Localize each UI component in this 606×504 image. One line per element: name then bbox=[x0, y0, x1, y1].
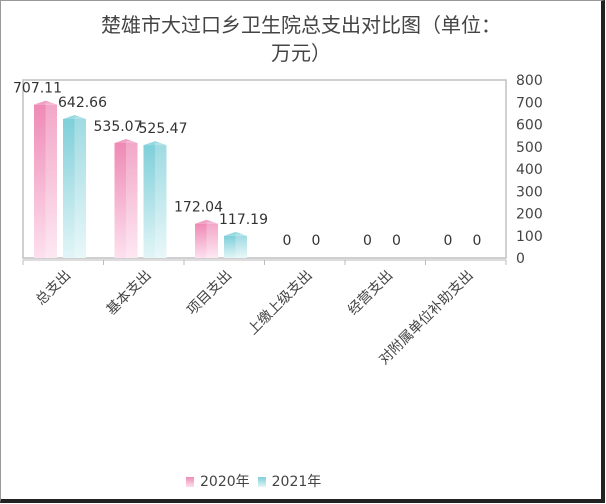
bar-side bbox=[155, 143, 167, 258]
x-tick-label: 总支出 bbox=[33, 268, 74, 309]
data-label: 0 bbox=[363, 233, 372, 249]
bar-cap bbox=[63, 115, 86, 120]
bar-side bbox=[74, 117, 86, 258]
title-line-1: 楚雄市大过口乡卫生院总支出对比图（单位： bbox=[101, 13, 501, 37]
legend-label-2020: 2020年 bbox=[200, 474, 250, 490]
y-tick-label: 500 bbox=[516, 140, 543, 156]
data-label: 172.04 bbox=[174, 200, 223, 216]
bar-2021 bbox=[224, 235, 247, 258]
data-label: 642.66 bbox=[58, 95, 107, 111]
bar-side bbox=[126, 140, 138, 258]
chart-title: 楚雄市大过口乡卫生院总支出对比图（单位： 万元） bbox=[1, 11, 601, 67]
data-label: 0 bbox=[312, 233, 321, 249]
bar-2021 bbox=[143, 145, 167, 258]
legend-swatch-2021 bbox=[257, 477, 266, 487]
bar-cap bbox=[195, 219, 218, 224]
x-tick-label: 上缴上级支出 bbox=[245, 268, 316, 339]
data-label: 0 bbox=[283, 233, 292, 249]
data-label: 0 bbox=[392, 233, 401, 249]
bar-cap bbox=[34, 100, 57, 105]
y-tick-label: 0 bbox=[516, 251, 525, 267]
x-tick-label: 项目支出 bbox=[184, 268, 235, 319]
y-tick-label: 300 bbox=[516, 184, 543, 200]
legend-item-2021: 2021年 bbox=[257, 471, 322, 491]
legend: 2020年 2021年 bbox=[186, 471, 321, 491]
x-tick-label: 基本支出 bbox=[103, 267, 155, 319]
bar-side bbox=[235, 233, 247, 258]
legend-swatch-2020 bbox=[186, 477, 194, 487]
data-label: 525.47 bbox=[139, 121, 188, 137]
legend-item-2020: 2020年 bbox=[186, 471, 250, 491]
bar-2020 bbox=[195, 223, 218, 258]
plot-area bbox=[22, 79, 507, 259]
data-label: 0 bbox=[473, 233, 482, 249]
y-tick-label: 700 bbox=[516, 95, 543, 111]
bar-cap bbox=[114, 138, 138, 143]
bar-2020 bbox=[34, 104, 57, 258]
title-line-2: 万元） bbox=[271, 41, 331, 65]
chart-svg: 0 100 200 300 400 500 600 700 800 总支出 707.11642.66… bbox=[13, 73, 543, 368]
data-label: 0 bbox=[444, 233, 453, 249]
y-tick-label: 100 bbox=[516, 229, 543, 245]
x-tick-label: 经营支出 bbox=[345, 268, 396, 319]
bar-side bbox=[45, 102, 57, 258]
data-label: 117.19 bbox=[219, 212, 268, 228]
y-tick-label: 600 bbox=[516, 118, 543, 134]
bar-2020 bbox=[114, 142, 138, 258]
data-label: 707.11 bbox=[13, 81, 62, 97]
legend-label-2021: 2021年 bbox=[271, 474, 322, 490]
data-label: 535.07 bbox=[94, 119, 143, 135]
bar-cap bbox=[143, 141, 167, 146]
y-tick-label: 200 bbox=[516, 207, 543, 223]
bar-2021 bbox=[63, 119, 86, 258]
y-tick-label: 800 bbox=[516, 73, 543, 89]
bar-cap bbox=[224, 231, 247, 236]
y-tick-label: 400 bbox=[516, 162, 543, 178]
bar-side bbox=[206, 221, 218, 258]
